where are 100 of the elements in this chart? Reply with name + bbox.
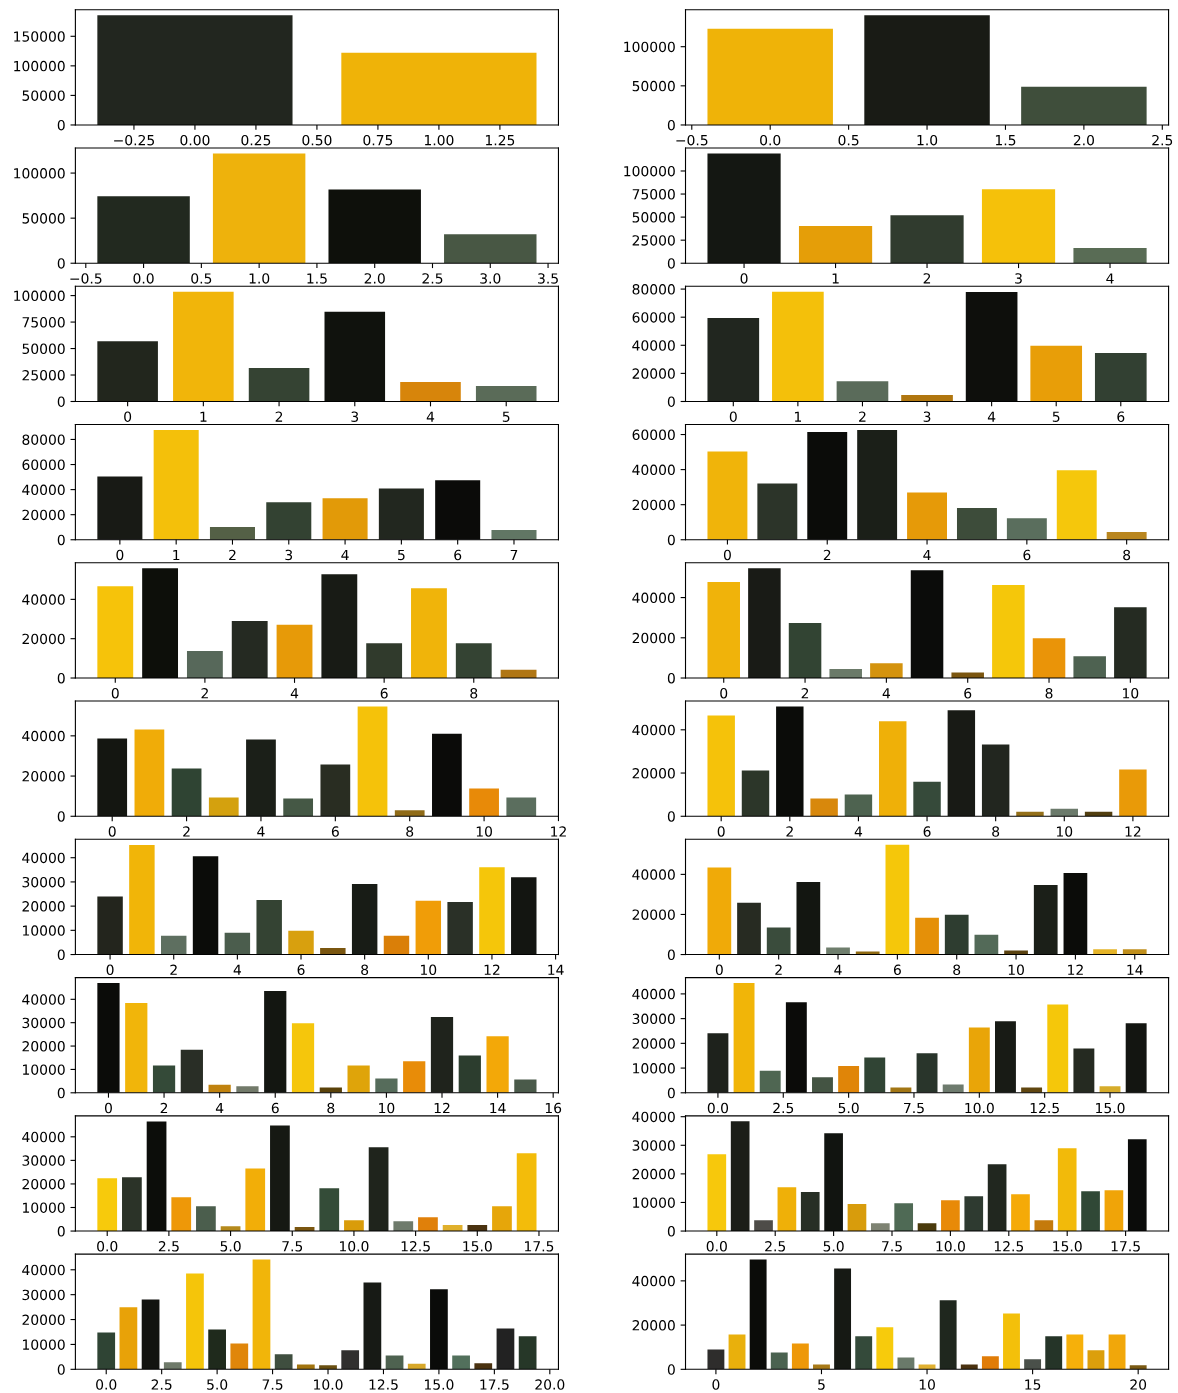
x-tick-label: 6: [454, 549, 462, 561]
x-tick-label: 10: [1008, 964, 1024, 976]
bar: [394, 810, 425, 817]
y-tick-label: 20000: [632, 1168, 675, 1180]
y-tick-label: 20000: [22, 1178, 65, 1190]
x-tick-label: 2: [823, 549, 831, 561]
bar: [142, 568, 179, 679]
x-tick-label: 10.0: [340, 1241, 369, 1252]
bar: [759, 1070, 781, 1093]
bar: [1104, 1190, 1124, 1232]
x-tick-label: 8: [470, 687, 478, 699]
bar: [152, 1065, 176, 1093]
bar: [1016, 811, 1044, 817]
x-tick-label: 8: [1045, 687, 1053, 699]
bar: [960, 1364, 978, 1370]
bar: [248, 367, 310, 402]
bar: [511, 877, 537, 955]
y-tick-label: 30000: [22, 876, 65, 888]
y-tick-label: 40000: [632, 464, 675, 476]
y-tick-label: 25000: [22, 369, 65, 381]
bar: [486, 1036, 509, 1093]
x-tick-label: 6: [380, 687, 388, 699]
bar: [826, 947, 850, 955]
x-tick-label: 5: [398, 549, 405, 561]
bar: [890, 1087, 912, 1093]
bar: [737, 902, 761, 955]
x-tick-label: 0: [717, 826, 725, 837]
x-tick-label: 10.0: [936, 1241, 965, 1252]
x-tick-label: 12: [434, 1102, 450, 1114]
y-tick-label: 0: [57, 811, 65, 822]
y-tick-label: 20000: [22, 1314, 65, 1326]
y-tick-label: 80000: [22, 434, 65, 445]
y-tick-label: 100000: [14, 168, 65, 179]
y-tick-label: 60000: [632, 429, 675, 440]
bar: [1056, 470, 1097, 540]
bar: [122, 1177, 142, 1232]
bar: [894, 1203, 914, 1232]
x-tick-label: 0.0: [760, 134, 781, 146]
x-tick-label: 1: [832, 273, 839, 284]
bar: [1011, 1194, 1030, 1232]
bar: [707, 1154, 727, 1232]
y-tick-label: 40000: [632, 724, 675, 736]
x-tick-label: 12: [551, 826, 566, 837]
bar: [322, 498, 368, 540]
bar: [857, 429, 898, 540]
bar: [812, 1077, 833, 1093]
y-tick-label: 20000: [632, 368, 675, 379]
bar: [870, 663, 903, 679]
bar: [981, 744, 1010, 817]
bar: [368, 1147, 389, 1232]
x-tick-label: 2: [923, 273, 931, 284]
bar: [296, 1364, 315, 1370]
x-tick-label: 0: [106, 964, 114, 976]
bar: [347, 1065, 370, 1093]
x-tick-label: 0.0: [133, 273, 154, 284]
y-tick-label: 60000: [22, 459, 65, 470]
y-tick-label: 20000: [22, 633, 65, 645]
y-tick-label: 50000: [632, 80, 675, 92]
x-tick-label: 6: [331, 826, 339, 837]
bar: [125, 1003, 148, 1093]
x-tick-label: 0: [104, 1102, 112, 1114]
x-tick-label: 2: [786, 826, 793, 837]
bar: [777, 1187, 797, 1232]
y-tick-label: 30000: [22, 1155, 65, 1166]
x-tick-label: 0: [124, 411, 132, 422]
bar: [864, 15, 990, 125]
x-tick-label: 10: [420, 964, 437, 976]
y-tick-label: 20000: [632, 499, 675, 511]
bar: [855, 1336, 873, 1370]
bar: [418, 1217, 438, 1232]
x-tick-label: 1: [173, 549, 180, 561]
x-tick-label: 0: [108, 826, 116, 837]
x-tick-label: 6: [297, 964, 305, 976]
y-tick-label: 40000: [22, 594, 65, 605]
y-tick-label: 40000: [22, 994, 65, 1005]
x-tick-label: 8: [361, 964, 369, 976]
bar: [161, 935, 187, 955]
bar: [447, 902, 473, 955]
bar: [1021, 86, 1147, 125]
y-tick-label: 0: [667, 119, 675, 131]
y-tick-label: 20000: [632, 909, 675, 920]
y-tick-label: 50000: [22, 213, 65, 224]
bar: [458, 1055, 481, 1093]
bar: [378, 488, 424, 540]
bar: [788, 623, 822, 679]
x-tick-label: 15.0: [424, 1379, 454, 1390]
x-tick-label: 7.5: [282, 1241, 303, 1252]
y-tick-label: 10000: [23, 925, 65, 936]
x-tick-label: 3: [923, 411, 931, 422]
x-tick-label: 6: [1023, 549, 1031, 561]
y-tick-label: 40000: [632, 869, 675, 880]
y-tick-label: 0: [667, 949, 675, 961]
x-tick-label: 5.0: [220, 1241, 241, 1252]
bar: [847, 1204, 867, 1232]
y-tick-label: 20000: [632, 1038, 675, 1049]
x-tick-label: 14: [490, 1102, 506, 1114]
bar: [964, 1196, 984, 1232]
x-tick-label: 0.5: [838, 134, 859, 146]
bar: [796, 881, 821, 955]
bar: [944, 914, 969, 955]
